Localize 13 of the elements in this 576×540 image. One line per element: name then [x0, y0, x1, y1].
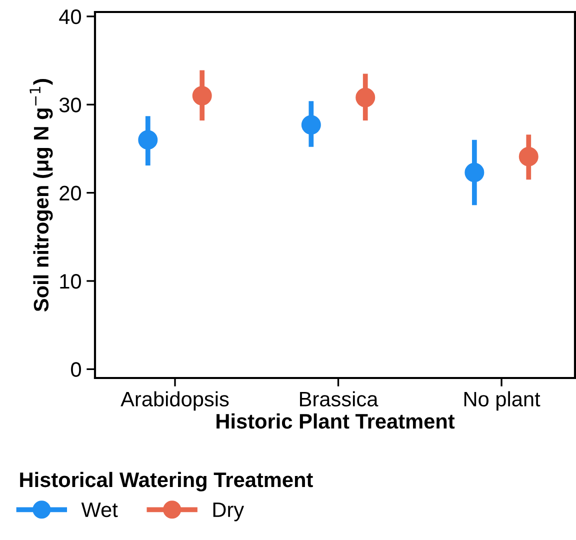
- x-tick-label: No plant: [464, 391, 540, 411]
- legend-label: Wet: [81, 502, 118, 518]
- x-tick-label: Brassica: [300, 391, 378, 406]
- y-tick-label: 0: [71, 362, 81, 377]
- y-axis-title: Soil nitrogen (μg N g$^{−1}$): [30, 79, 53, 312]
- y-tick-label: 40: [59, 9, 81, 24]
- y-tick-label: 30: [59, 98, 81, 112]
- legend-label: Dry: [213, 502, 244, 522]
- y-tick-label: 10: [60, 274, 81, 289]
- y-tick-label: 20: [60, 186, 81, 201]
- legend-title: Historical Watering Treatment: [20, 472, 313, 492]
- x-axis-title: Historic Plant Treatment: [216, 413, 455, 429]
- x-tick-label: Arabidopsis: [120, 391, 229, 411]
